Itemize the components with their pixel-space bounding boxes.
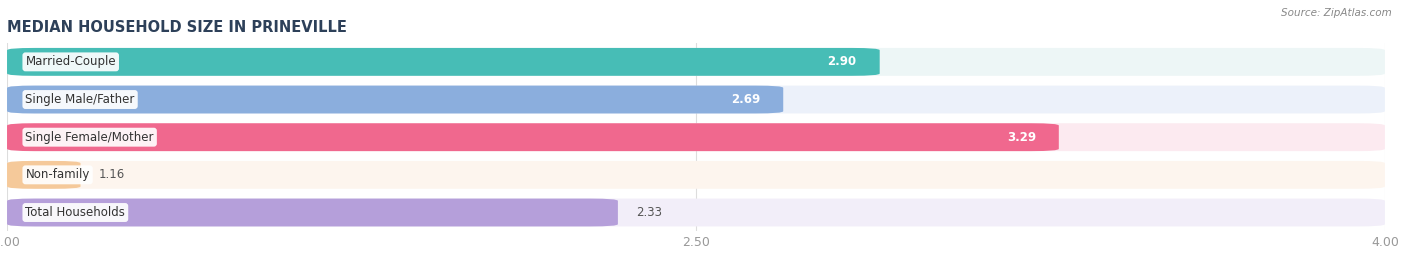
FancyBboxPatch shape — [7, 86, 1385, 114]
FancyBboxPatch shape — [7, 161, 1385, 189]
FancyBboxPatch shape — [7, 199, 617, 226]
Text: Single Female/Mother: Single Female/Mother — [25, 131, 153, 144]
Text: 3.29: 3.29 — [1007, 131, 1036, 144]
Text: Married-Couple: Married-Couple — [25, 55, 117, 68]
Text: 1.16: 1.16 — [98, 168, 125, 181]
Text: Single Male/Father: Single Male/Father — [25, 93, 135, 106]
FancyBboxPatch shape — [7, 199, 1385, 226]
Text: 2.33: 2.33 — [637, 206, 662, 219]
Text: Source: ZipAtlas.com: Source: ZipAtlas.com — [1281, 8, 1392, 18]
Text: 2.90: 2.90 — [828, 55, 856, 68]
FancyBboxPatch shape — [7, 48, 880, 76]
FancyBboxPatch shape — [7, 123, 1385, 151]
Text: MEDIAN HOUSEHOLD SIZE IN PRINEVILLE: MEDIAN HOUSEHOLD SIZE IN PRINEVILLE — [7, 20, 347, 35]
Text: Total Households: Total Households — [25, 206, 125, 219]
FancyBboxPatch shape — [7, 48, 1385, 76]
FancyBboxPatch shape — [7, 86, 783, 114]
Text: Non-family: Non-family — [25, 168, 90, 181]
Text: 2.69: 2.69 — [731, 93, 761, 106]
FancyBboxPatch shape — [7, 161, 80, 189]
FancyBboxPatch shape — [7, 123, 1059, 151]
